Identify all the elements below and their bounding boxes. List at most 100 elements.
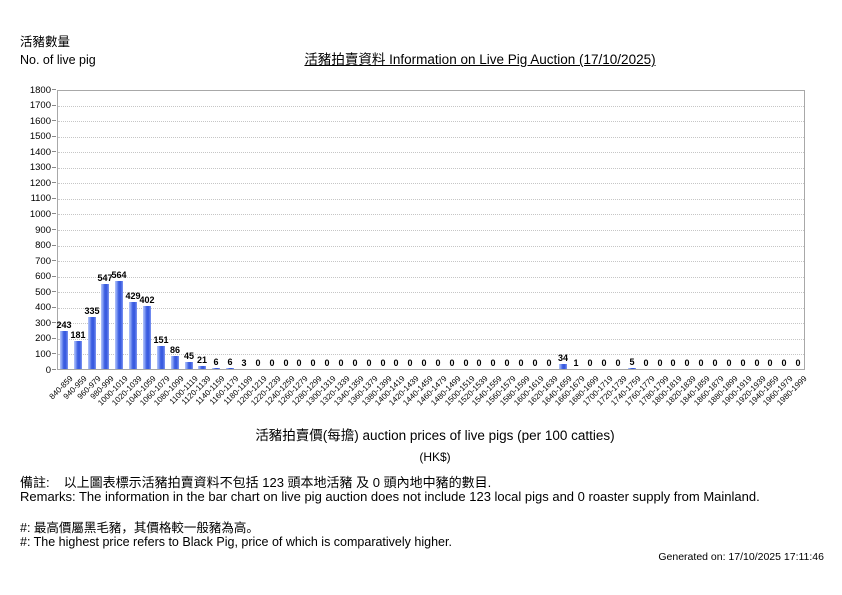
bar-value-label: 0 xyxy=(435,358,441,368)
y-gridline xyxy=(58,167,804,169)
bar-value-label: 0 xyxy=(684,358,690,368)
bar-value-label: 6 xyxy=(227,357,233,367)
y-axis-tick-mark xyxy=(52,369,56,370)
bar-value-label: 0 xyxy=(767,358,773,368)
bar-value-label: 0 xyxy=(518,358,524,368)
y-axis-tick-label: 1700 xyxy=(29,100,51,112)
y-axis-tick-mark xyxy=(52,244,56,246)
y-axis-tick-mark xyxy=(52,120,56,122)
y-axis-tick-label: 900 xyxy=(35,224,51,236)
bar-value-label: 547 xyxy=(97,273,113,283)
y-gridline xyxy=(58,152,804,154)
bar-value-label: 5 xyxy=(629,357,635,367)
bar-value-label: 0 xyxy=(380,358,386,368)
bar xyxy=(198,366,206,369)
bar-value-label: 335 xyxy=(84,306,100,316)
y-gridline xyxy=(58,261,804,263)
y-gridline xyxy=(58,183,804,185)
bar-value-label: 0 xyxy=(421,358,427,368)
bar-value-label: 86 xyxy=(169,345,181,355)
bar-value-label: 0 xyxy=(269,358,275,368)
y-gridline xyxy=(58,307,804,309)
y-gridline xyxy=(58,105,804,107)
y-gridline xyxy=(58,214,804,216)
bar xyxy=(628,368,636,369)
y-axis-tick-label: 1200 xyxy=(29,177,51,189)
y-axis-tick-label: 1800 xyxy=(29,84,51,96)
bar-value-label: 0 xyxy=(657,358,663,368)
y-axis-tick-label: 1400 xyxy=(29,146,51,158)
bar xyxy=(226,368,234,369)
bar-value-label: 0 xyxy=(449,358,455,368)
bar-value-label: 0 xyxy=(712,358,718,368)
y-gridline xyxy=(58,245,804,247)
bar-value-label: 0 xyxy=(393,358,399,368)
bar xyxy=(157,346,165,369)
bar xyxy=(171,356,179,369)
bar-value-label: 151 xyxy=(153,335,169,345)
bar-value-label: 0 xyxy=(795,358,801,368)
y-axis-tick-label: 200 xyxy=(35,333,51,345)
bar xyxy=(88,317,96,369)
y-gridline xyxy=(58,198,804,200)
bar xyxy=(185,362,193,369)
bar-value-label: 0 xyxy=(407,358,413,368)
y-axis-caption: 活豬數量 No. of live pig xyxy=(20,33,96,69)
y-axis-tick-mark xyxy=(52,166,56,168)
bar-value-label: 429 xyxy=(125,291,141,301)
bar-value-label: 0 xyxy=(296,358,302,368)
y-axis-tick-label: 1600 xyxy=(29,115,51,127)
bar-value-label: 402 xyxy=(139,295,155,305)
bar-value-label: 0 xyxy=(726,358,732,368)
bar-value-label: 0 xyxy=(504,358,510,368)
y-axis-tick-mark xyxy=(52,306,56,308)
y-axis-tick-label: 400 xyxy=(35,302,51,314)
bar-value-label: 0 xyxy=(324,358,330,368)
y-axis-tick-mark xyxy=(52,260,56,262)
bar-value-label: 0 xyxy=(643,358,649,368)
black-pig-note-zh: #: 最高價屬黑毛豬，其價格較一般豬為高。 xyxy=(20,521,259,535)
y-gridline xyxy=(58,136,804,138)
remarks-line-en: Remarks: The information in the bar char… xyxy=(20,489,760,504)
bar-value-label: 3 xyxy=(241,358,247,368)
y-gridline xyxy=(58,354,804,356)
bar-value-label: 0 xyxy=(310,358,316,368)
bar-value-label: 0 xyxy=(352,358,358,368)
y-axis-tick-mark xyxy=(52,275,56,277)
bar-value-label: 0 xyxy=(587,358,593,368)
bar xyxy=(115,281,123,369)
y-axis-tick-label: 1300 xyxy=(29,162,51,174)
bar-value-label: 1 xyxy=(573,358,579,368)
bar-chart-plot-area xyxy=(57,90,805,370)
remarks-text-zh: 以上圖表標示活豬拍賣資料不包括 123 頭本地活豬 及 0 頭內地中豬的數目. xyxy=(63,475,492,490)
y-axis-tick-label: 800 xyxy=(35,240,51,252)
bar-value-label: 0 xyxy=(670,358,676,368)
bar-value-label: 243 xyxy=(56,320,72,330)
y-gridline xyxy=(58,292,804,294)
bar xyxy=(129,302,137,369)
y-gridline xyxy=(58,230,804,231)
y-axis-tick-label: 600 xyxy=(35,271,51,283)
y-axis-tick-mark xyxy=(52,213,56,215)
y-axis-tick-mark xyxy=(52,104,56,106)
bar-value-label: 0 xyxy=(366,358,372,368)
y-axis-tick-mark xyxy=(52,135,56,137)
page-title: 活豬拍賣資料 Information on Live Pig Auction (… xyxy=(304,52,656,67)
bar xyxy=(74,341,82,369)
bar-value-label: 0 xyxy=(615,358,621,368)
x-axis-unit: (HK$) xyxy=(419,450,451,464)
remarks-label-zh: 備註: xyxy=(20,475,50,490)
bar-value-label: 0 xyxy=(601,358,607,368)
y-gridline xyxy=(58,338,804,340)
bar-value-label: 0 xyxy=(476,358,482,368)
bar-value-label: 0 xyxy=(532,358,538,368)
y-axis-tick-mark xyxy=(52,89,56,90)
bar-value-label: 0 xyxy=(283,358,289,368)
x-axis-title: 活豬拍賣價(每擔) auction prices of live pigs (p… xyxy=(255,428,615,443)
bar-value-label: 0 xyxy=(781,358,787,368)
y-axis-tick-mark xyxy=(52,182,56,184)
black-pig-note-en: #: The highest price refers to Black Pig… xyxy=(20,535,452,549)
y-axis-tick-label: 100 xyxy=(35,348,51,360)
y-axis-caption-en: No. of live pig xyxy=(20,53,96,67)
bar-value-label: 21 xyxy=(196,355,208,365)
